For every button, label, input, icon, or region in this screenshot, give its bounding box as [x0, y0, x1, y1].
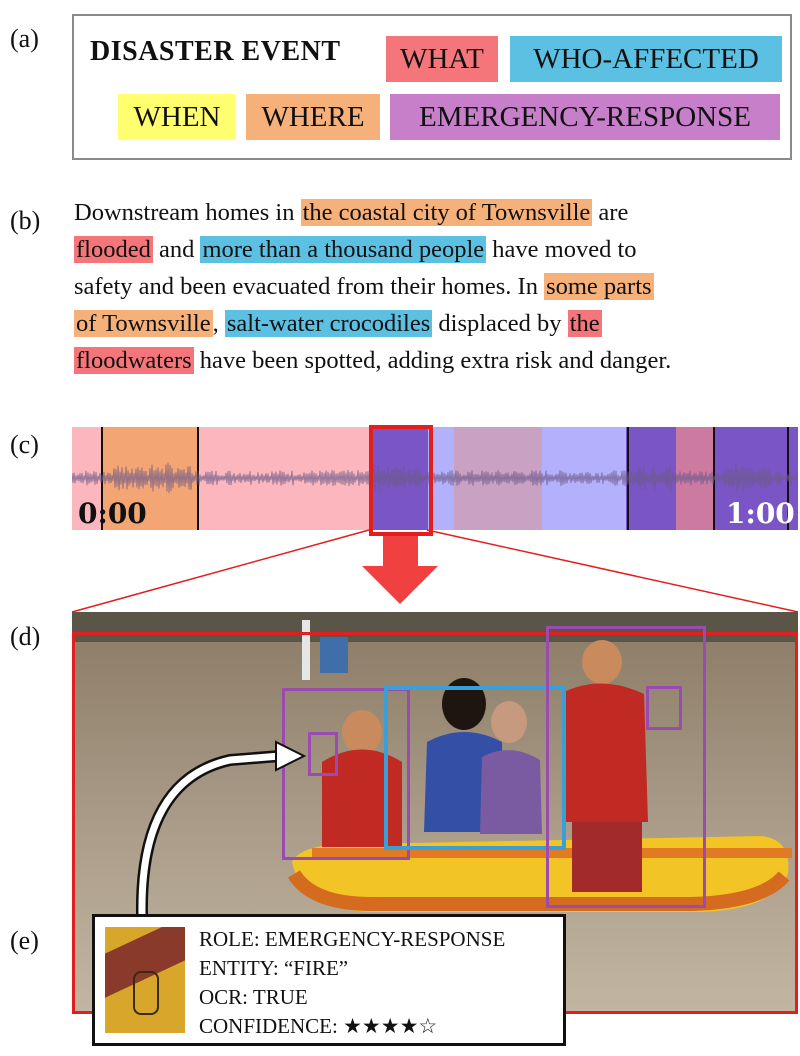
legend-chip-where: WHERE	[246, 94, 380, 140]
down-arrow-icon	[362, 536, 438, 604]
logo-crop-thumbnail	[105, 927, 185, 1033]
panel-label-a: (a)	[10, 24, 39, 53]
bbox-emergency-response-logo	[646, 686, 682, 730]
highlight-who-affected: salt-water crocodiles	[224, 310, 433, 337]
highlight-what: the	[567, 310, 602, 337]
zoom-line-left	[71, 529, 370, 613]
text-span: and	[152, 236, 201, 263]
callout-entity: ENTITY: “FIRE”	[199, 956, 349, 980]
text-span: are	[592, 199, 629, 226]
legend-chip-when: WHEN	[118, 94, 236, 140]
bbox-emergency-response	[546, 626, 706, 908]
text-span: displaced by	[432, 310, 568, 337]
panel-label-b: (b)	[10, 206, 41, 235]
text-span: safety and been evacuated from their hom…	[74, 273, 545, 300]
panel-label-c: (c)	[10, 430, 39, 459]
text-span: ,	[212, 310, 225, 337]
timeline-end-label: 1:00	[726, 497, 795, 530]
highlight-where: some parts	[544, 273, 654, 300]
highlight-who-affected: more than a thousand people	[200, 236, 487, 263]
text-span: have been spotted, adding extra risk and…	[193, 347, 672, 374]
legend-title: DISASTER EVENT	[90, 36, 341, 67]
text-span: Downstream homes in	[74, 199, 301, 226]
panel-label-e: (e)	[10, 926, 39, 955]
legend-chip-who-affected: WHO-AFFECTED	[510, 36, 782, 82]
bbox-emergency-response-logo	[308, 732, 338, 776]
legend-chip-what: WHAT	[386, 36, 498, 82]
timeline-start-label: 0:00	[78, 497, 147, 530]
highlight-where: of Townsville	[74, 310, 213, 337]
segment-divider	[627, 427, 629, 530]
zoom-line-right	[426, 529, 799, 613]
text-span: have moved to	[486, 236, 637, 263]
legend-box: DISASTER EVENT WHAT WHO-AFFECTED WHEN WH…	[72, 14, 792, 160]
selected-segment-outline	[369, 425, 433, 536]
annotated-text: Downstream homes in the coastal city of …	[74, 194, 790, 379]
bbox-who-affected	[384, 686, 566, 850]
panel-label-d: (d)	[10, 622, 41, 651]
callout-ocr: OCR: TRUE	[199, 985, 308, 1009]
highlight-what: floodwaters	[74, 347, 194, 374]
segment-divider	[197, 427, 199, 530]
waveform-trace	[72, 462, 798, 494]
segment-divider	[787, 427, 789, 530]
highlight-where: the coastal city of Townsville	[300, 199, 593, 226]
legend-chip-emergency-response: EMERGENCY-RESPONSE	[390, 94, 780, 140]
highlight-what: flooded	[74, 236, 153, 263]
audio-timeline: 0:00 1:00	[72, 425, 798, 536]
callout-role: ROLE: EMERGENCY-RESPONSE	[199, 927, 506, 951]
timeline-segment	[102, 427, 198, 530]
callout-confidence: CONFIDENCE: ★★★★☆	[199, 1014, 438, 1038]
entity-callout: ROLE: EMERGENCY-RESPONSE ENTITY: “FIRE” …	[92, 914, 566, 1046]
waveform	[72, 462, 798, 494]
